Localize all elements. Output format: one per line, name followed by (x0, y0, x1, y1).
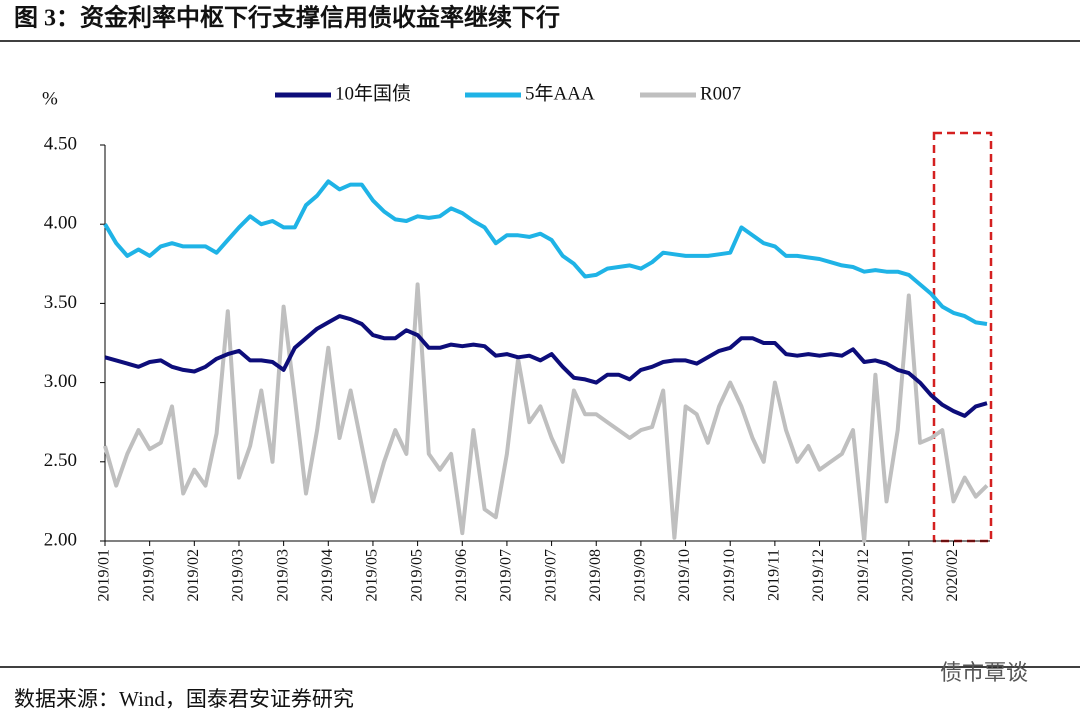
x-tick-label: 2019/12 (810, 549, 827, 601)
x-tick-label: 2019/01 (140, 549, 157, 601)
y-tick-label: 4.50 (44, 133, 77, 154)
watermark: 债市覃谈 (940, 660, 1028, 685)
x-tick-label: 2019/12 (855, 549, 872, 601)
x-tick-label: 2020/02 (944, 549, 961, 601)
x-tick-label: 2019/10 (721, 549, 738, 601)
y-tick-label: 3.50 (44, 292, 77, 313)
x-tick-label: 2019/05 (364, 549, 381, 601)
highlight-box (932, 131, 993, 543)
series-line (104, 314, 988, 418)
x-tick-label: 2019/07 (542, 549, 559, 601)
y-tick-label: 2.00 (44, 529, 77, 550)
y-axis-label: % (42, 88, 58, 109)
y-tick-label: 4.00 (44, 213, 77, 234)
x-tick-label: 2019/09 (632, 549, 649, 601)
y-tick-label: 3.00 (44, 371, 77, 392)
x-tick-label: 2019/10 (676, 549, 693, 601)
x-tick-label: 2019/06 (453, 549, 470, 601)
x-tick-label: 2019/01 (96, 549, 113, 601)
x-tick-label: 2019/03 (230, 549, 247, 601)
legend-label: 10年国债 (335, 82, 411, 104)
source: 数据来源：Wind，国泰君安证券研究 (14, 687, 354, 711)
x-tick-label: 2019/03 (274, 549, 291, 601)
x-tick-label: 2019/08 (587, 549, 604, 601)
chart-title: 图 3：资金利率中枢下行支撑信用债收益率继续下行 (14, 4, 560, 32)
legend-label: R007 (700, 83, 741, 104)
legend-label: 5年AAA (525, 82, 595, 104)
x-tick-label: 2019/05 (408, 549, 425, 601)
x-tick-label: 2019/02 (185, 549, 202, 601)
series-line (103, 282, 989, 543)
y-tick-label: 2.50 (44, 450, 77, 471)
x-tick-label: 2019/11 (766, 549, 783, 601)
x-tick-label: 2019/04 (319, 549, 336, 601)
x-tick-label: 2019/07 (498, 549, 515, 601)
series-line (103, 179, 988, 326)
x-tick-label: 2020/01 (900, 549, 917, 601)
